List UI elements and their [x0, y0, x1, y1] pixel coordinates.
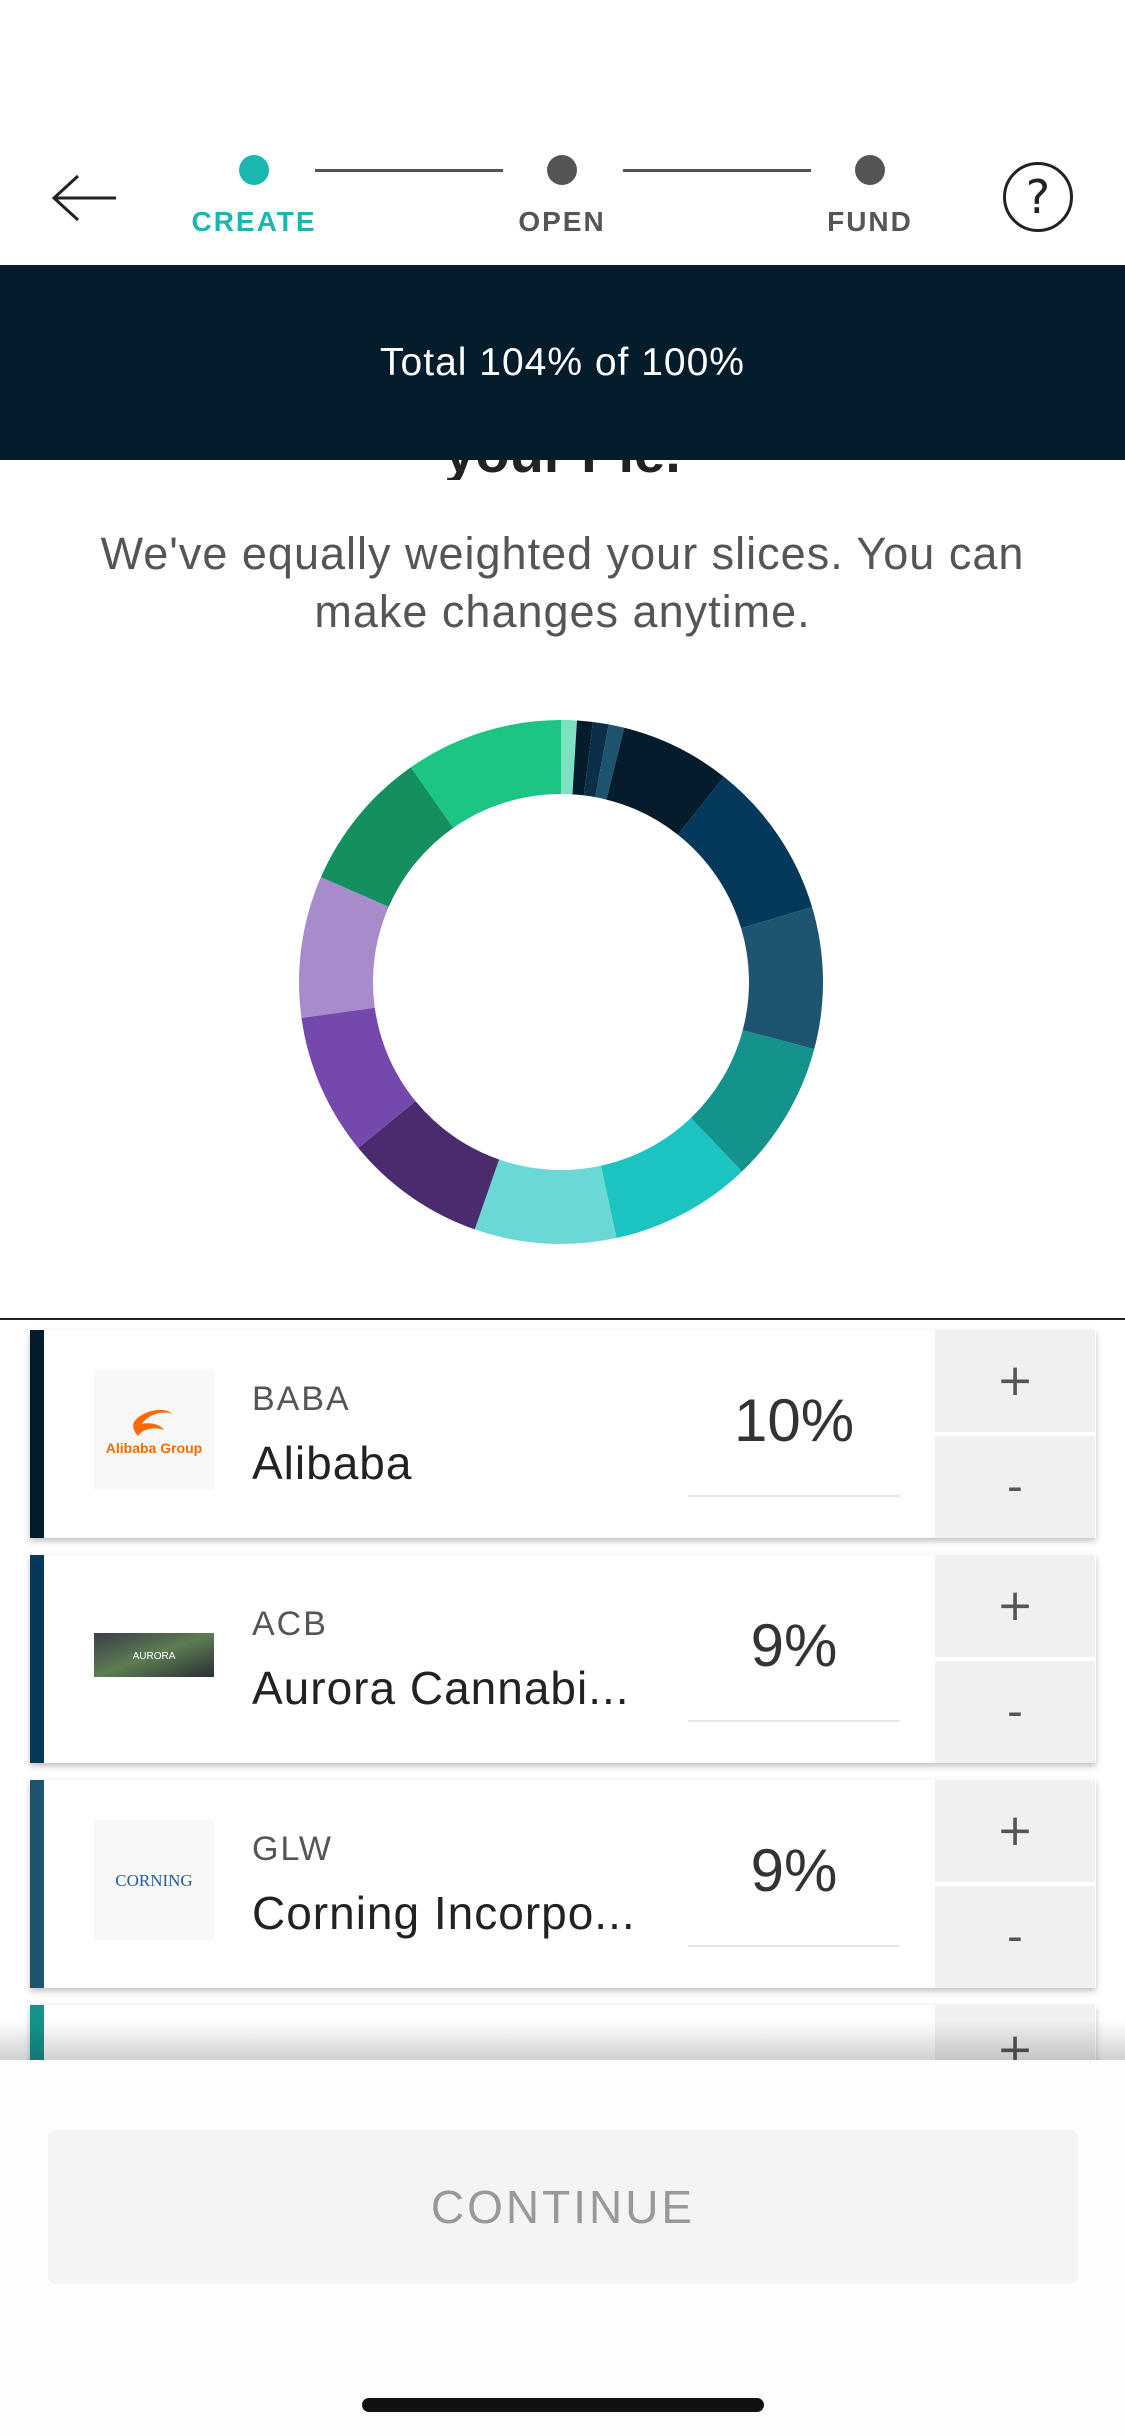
donut-slice-6 — [741, 907, 823, 1050]
holding-name: Alibaba — [252, 1437, 413, 1489]
donut-slice-13 — [320, 767, 454, 907]
help-button[interactable]: ? — [1003, 162, 1073, 232]
donut-slice-7 — [690, 1030, 815, 1172]
corning-logo: CORNING — [115, 1871, 192, 1890]
donut-slice-12 — [299, 877, 389, 1018]
slice-color-bar — [30, 2005, 44, 2060]
increase-button[interactable]: + — [935, 1555, 1095, 1657]
donut-slice-4 — [606, 727, 724, 835]
holding-card[interactable]: + — [30, 2005, 1096, 2060]
question-circle-icon: ? — [1025, 170, 1051, 224]
percent-underline — [688, 1495, 900, 1497]
holding-percent-input[interactable]: 9% — [750, 1837, 838, 1904]
donut-slice-8 — [600, 1117, 742, 1239]
step-open-dot — [547, 155, 577, 185]
alibaba-logo: Alibaba Group — [106, 1409, 202, 1456]
slice-color-bar — [30, 1330, 44, 1538]
section-divider — [0, 1318, 1125, 1320]
step-connector — [623, 169, 811, 172]
svg-text:AURORA: AURORA — [133, 1651, 176, 1662]
step-fund-dot — [855, 155, 885, 185]
holding-card[interactable]: Alibaba Group BABA Alibaba 10% + - — [30, 1330, 1096, 1538]
back-button[interactable] — [50, 170, 120, 226]
percent-underline — [688, 1945, 900, 1947]
donut-slice-9 — [474, 1159, 617, 1244]
percent-underline — [688, 1720, 900, 1722]
subtitle-text: We've equally weighted your slices. You … — [100, 528, 1025, 637]
donut-slice-0 — [561, 720, 577, 795]
holding-percent-input[interactable]: 10% — [733, 1387, 855, 1454]
holding-name: Corning Incorpo... — [252, 1887, 636, 1939]
increase-button[interactable]: + — [935, 2005, 1095, 2060]
svg-text:Alibaba Group: Alibaba Group — [106, 1440, 202, 1456]
donut-slice-5 — [677, 776, 813, 929]
slice-color-bar — [30, 1780, 44, 1988]
company-logo: AURORA — [94, 1595, 214, 1715]
company-logo: CORNING — [94, 1820, 214, 1940]
holding-percent-input[interactable]: 9% — [750, 1612, 838, 1679]
holding-ticker: ACB — [252, 1605, 328, 1643]
continue-button[interactable]: CONTINUE — [48, 2130, 1078, 2284]
company-logo: Alibaba Group — [94, 1370, 214, 1490]
page-title-clip: your Pie. — [0, 460, 1125, 480]
allocation-total-banner: Total 104% of 100% — [0, 265, 1125, 460]
step-open-label: OPEN — [518, 206, 606, 237]
decrease-button[interactable]: - — [935, 1436, 1095, 1538]
holding-name: Aurora Cannabi... — [252, 1662, 630, 1714]
holding-ticker: BABA — [252, 1380, 351, 1418]
holding-card[interactable]: AURORA ACB Aurora Cannabi... 9% + - — [30, 1555, 1096, 1763]
holding-card[interactable]: CORNING GLW Corning Incorpo... 9% + - — [30, 1780, 1096, 1988]
step-create-dot — [239, 155, 269, 185]
pie-donut-chart — [299, 720, 823, 1244]
arrow-left-icon — [51, 174, 116, 222]
donut-slice-1 — [572, 720, 593, 796]
donut-slice-10 — [358, 1101, 500, 1230]
scroll-fade — [0, 2020, 1125, 2060]
decrease-button[interactable]: - — [935, 1661, 1095, 1763]
step-connector — [315, 169, 503, 172]
holding-ticker: GLW — [252, 1830, 333, 1868]
donut-slice-11 — [301, 1007, 416, 1149]
donut-slice-14 — [410, 720, 561, 828]
donut-slice-3 — [595, 724, 625, 800]
slice-color-bar — [30, 1555, 44, 1763]
step-fund-label: FUND — [827, 206, 913, 237]
page-title: your Pie. — [0, 460, 1125, 480]
donut-slice-2 — [583, 721, 609, 798]
decrease-button[interactable]: - — [935, 1886, 1095, 1988]
step-create-label: CREATE — [191, 206, 317, 237]
holdings-list: Alibaba Group BABA Alibaba 10% + - AUROR… — [0, 1322, 1125, 2060]
svg-text:CORNING: CORNING — [115, 1871, 192, 1890]
increase-button[interactable]: + — [935, 1330, 1095, 1432]
increase-button[interactable]: + — [935, 1780, 1095, 1882]
aurora-logo: AURORA — [94, 1633, 214, 1677]
home-indicator — [362, 2398, 764, 2412]
